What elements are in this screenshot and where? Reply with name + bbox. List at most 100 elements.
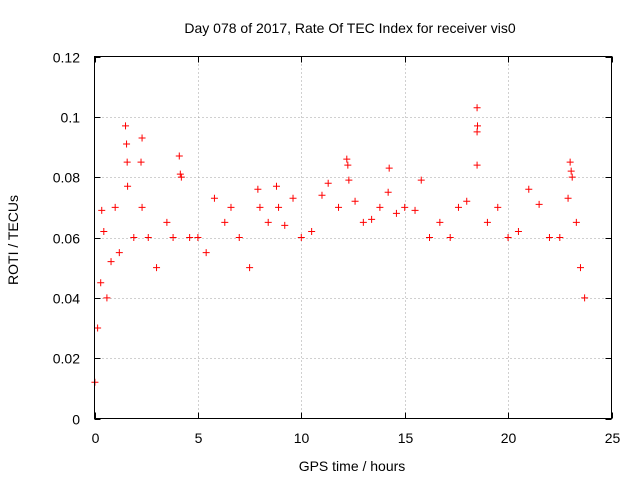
data-point [514, 227, 522, 235]
data-point [436, 218, 444, 226]
data-point [335, 203, 343, 211]
data-point [556, 234, 564, 241]
data-point [385, 164, 393, 172]
data-point [100, 227, 108, 235]
data-point [103, 294, 111, 302]
y-tick-label: 0.02 [53, 351, 80, 367]
x-axis-label: GPS time / hours [299, 458, 406, 474]
y-tick-label: 0.08 [53, 170, 80, 186]
y-tick-label: 0.06 [53, 231, 80, 247]
data-point [473, 104, 481, 112]
data-point [115, 249, 123, 257]
data-point [308, 227, 316, 235]
data-point [426, 234, 434, 241]
data-point [473, 128, 481, 136]
x-tick-label: 20 [501, 430, 517, 446]
y-tick-label: 0.1 [61, 110, 81, 126]
data-point [123, 158, 131, 166]
data-point [246, 264, 254, 272]
data-point [535, 200, 543, 208]
data-point [368, 215, 376, 223]
data-point [344, 161, 352, 169]
data-point [564, 194, 572, 202]
data-point [177, 173, 185, 181]
data-point [186, 234, 194, 241]
data-point [324, 179, 332, 187]
y-axis-label: ROTI / TECUs [5, 195, 21, 285]
data-point [576, 264, 584, 272]
data-point [111, 203, 119, 211]
data-point [272, 182, 280, 190]
data-points [91, 104, 589, 386]
data-point [568, 173, 576, 181]
data-point [581, 294, 589, 302]
data-point [417, 176, 425, 184]
data-point [504, 234, 512, 241]
data-point [351, 197, 359, 205]
data-point [194, 234, 202, 241]
data-point [254, 185, 262, 193]
data-point [221, 218, 229, 226]
data-point [124, 182, 132, 190]
data-point [264, 218, 272, 226]
data-point [572, 218, 580, 226]
data-point [97, 279, 105, 287]
data-point [384, 188, 392, 196]
x-tick-label: 0 [92, 430, 100, 446]
data-point [123, 140, 131, 148]
data-point [289, 194, 297, 202]
data-point [392, 209, 400, 217]
data-point [376, 203, 384, 211]
data-point [137, 158, 145, 166]
data-point [473, 122, 481, 130]
data-point [176, 170, 184, 178]
x-tick-label: 5 [195, 430, 203, 446]
data-point [567, 167, 575, 175]
data-point [318, 191, 326, 199]
data-point [235, 234, 243, 241]
data-point [107, 258, 115, 266]
data-point [473, 161, 481, 169]
data-point [169, 234, 177, 241]
data-point [275, 203, 283, 211]
x-tick-label: 25 [605, 430, 621, 446]
x-axis-tick-labels: 0 5 10 15 20 25 [92, 430, 621, 446]
x-tick-label: 15 [398, 430, 414, 446]
data-point [359, 218, 367, 226]
data-point [256, 203, 264, 211]
data-point [202, 249, 210, 257]
y-tick-label: 0 [72, 412, 80, 428]
data-point [401, 203, 409, 211]
data-point [345, 176, 353, 184]
data-point [210, 194, 218, 202]
data-point [227, 203, 235, 211]
data-point [525, 185, 533, 193]
axis-ticks [94, 56, 613, 420]
data-point [343, 155, 351, 163]
data-point [163, 218, 171, 226]
data-point [153, 264, 161, 272]
data-point [144, 234, 152, 241]
data-point [494, 203, 502, 211]
chart-title: Day 078 of 2017, Rate Of TEC Index for r… [184, 20, 515, 36]
data-point [138, 134, 146, 142]
data-point [483, 218, 491, 226]
data-point [446, 234, 454, 241]
data-point [94, 324, 102, 332]
x-tick-label: 10 [294, 430, 310, 446]
data-point [545, 234, 553, 241]
data-point [175, 152, 183, 160]
data-point [98, 206, 106, 214]
data-point [566, 158, 574, 166]
data-point [297, 234, 305, 241]
y-tick-label: 0.12 [53, 50, 80, 66]
y-tick-label: 0.04 [53, 291, 80, 307]
data-point [281, 221, 289, 229]
data-point [463, 197, 471, 205]
data-point [138, 203, 146, 211]
plot-frame [94, 56, 612, 419]
y-axis-tick-labels: 0 0.02 0.04 0.06 0.08 0.1 0.12 [53, 50, 80, 428]
data-point [411, 206, 419, 214]
